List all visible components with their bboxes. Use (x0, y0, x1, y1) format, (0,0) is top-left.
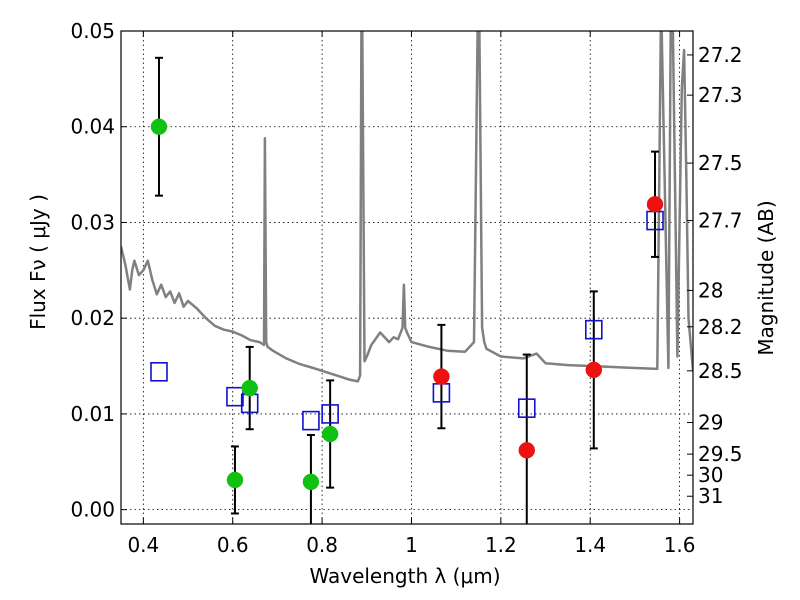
y2-tick-label: 31 (698, 484, 723, 508)
y2-tick-label: 28 (698, 278, 723, 302)
model-spectrum-line (121, 31, 693, 383)
green-circle-point (321, 425, 339, 443)
green-circle-point (226, 471, 244, 489)
x-tick-label: 1.6 (664, 533, 696, 557)
x-tick-label: 1.4 (574, 533, 606, 557)
axis-ticks: 0.4 0.6 0.8 1 1.2 1.4 1.6 0.00 0.01 0.02 0.03 0.04 0… (70, 19, 742, 557)
y-tick-label: 0.03 (70, 210, 115, 234)
y2-tick-label: 27.7 (698, 209, 743, 233)
y2-tick-label: 28.2 (698, 315, 743, 339)
x-tick-label: 0.8 (306, 533, 338, 557)
blue-square-point (584, 319, 603, 340)
blue-square-point (150, 361, 168, 382)
x-tick-label: 0.6 (217, 533, 249, 557)
x-tick-label: 0.4 (127, 533, 159, 557)
y2-tick-label: 27.2 (698, 43, 743, 67)
x-tick-label: 1.2 (485, 533, 517, 557)
y2-tick-label: 29.5 (698, 442, 743, 466)
blue-square-point (321, 404, 339, 424)
y2-axis-label: Magnitude (AB) (754, 200, 778, 355)
y-tick-label: 0.04 (70, 115, 115, 139)
red-circle-point (646, 196, 664, 213)
blue-square-point (302, 410, 320, 431)
y-axis-label: Flux Fν ( μJy ) (26, 194, 50, 330)
plot-area (121, 31, 693, 524)
grid-lines (121, 30, 693, 524)
red-circle-point (585, 361, 603, 379)
green-circle-point (150, 118, 168, 135)
red-circle-point (433, 368, 450, 385)
blue-square-point (226, 386, 244, 407)
y-tick-label: 0.00 (70, 498, 115, 522)
green-circle-point (241, 379, 258, 397)
x-axis-label: Wavelength λ (μm) (309, 564, 500, 588)
y-tick-label: 0.05 (70, 19, 115, 43)
green-circle-point (302, 473, 320, 491)
red-circle-point (518, 442, 536, 459)
y2-tick-label: 27.3 (698, 83, 743, 107)
y2-tick-label: 30 (698, 463, 723, 487)
y-tick-label: 0.02 (70, 306, 115, 330)
plot-frame (120, 30, 694, 525)
y2-tick-label: 28.5 (698, 359, 743, 383)
x-tick-label: 1 (405, 533, 418, 557)
y-tick-label: 0.01 (70, 402, 115, 426)
y2-tick-label: 29 (698, 411, 723, 435)
blue-square-point (517, 398, 536, 418)
y2-tick-label: 27.5 (698, 151, 743, 175)
